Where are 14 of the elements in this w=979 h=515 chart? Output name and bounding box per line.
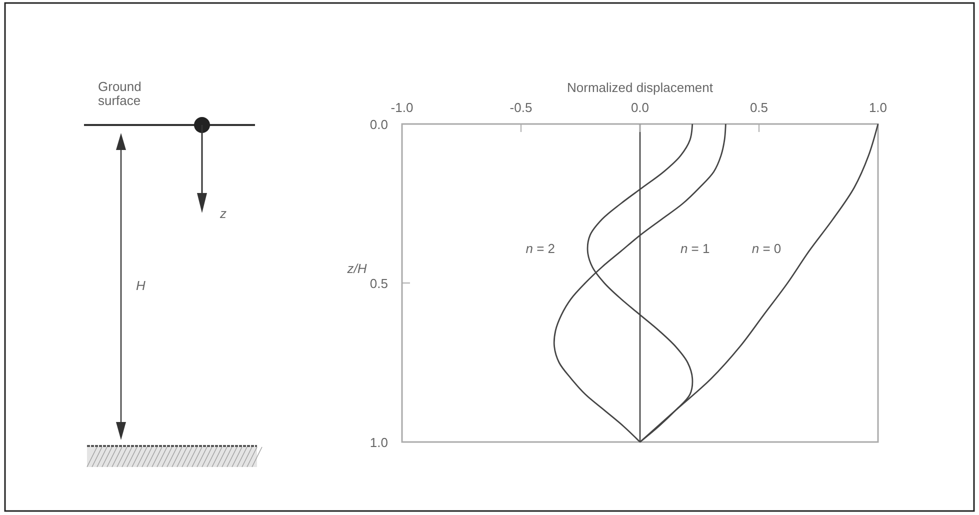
x-tick-label: -0.5 <box>510 100 532 115</box>
y-tick-label: 1.0 <box>370 435 388 450</box>
y-tick-label: 0.5 <box>370 276 388 291</box>
x-tick-label: 1.0 <box>868 100 888 115</box>
x-tick-label: 0.0 <box>630 100 650 115</box>
x-tick-label: -1.0 <box>390 100 414 115</box>
series-label: n = 0 <box>752 241 782 256</box>
text: n = 2 <box>526 241 556 256</box>
soil-column-diagram: Ground surface z H <box>84 79 262 468</box>
x-tick-label: 0.5 <box>750 100 768 115</box>
y-tick-label: 0.0 <box>370 117 388 132</box>
x-axis-title: Normalized displacement <box>567 80 714 95</box>
y-axis-title: z/H <box>346 261 368 276</box>
text: n = 1 <box>680 241 710 256</box>
